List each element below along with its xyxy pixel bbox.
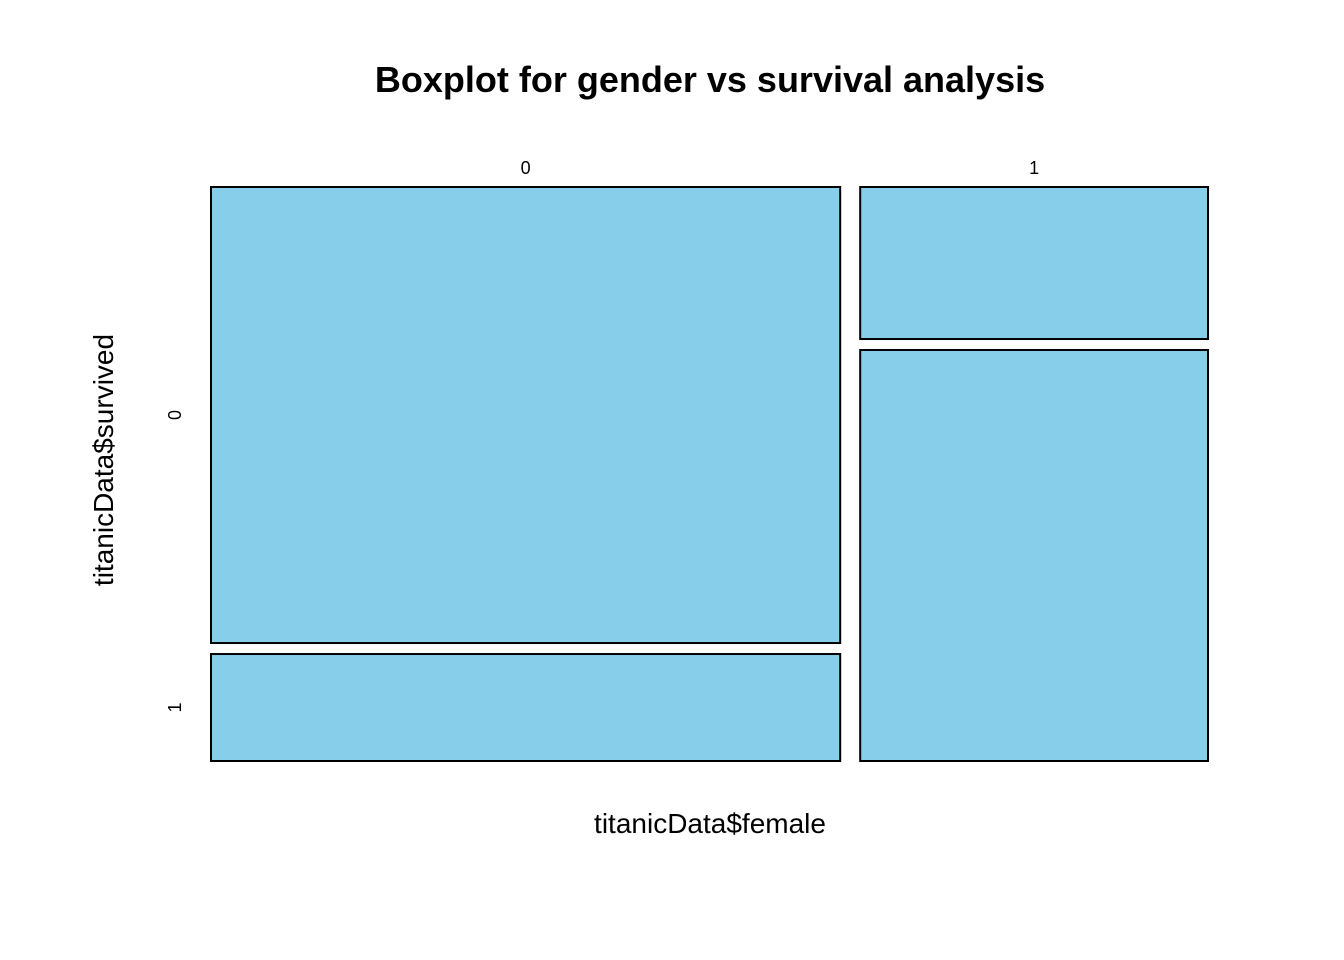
mosaic-tile-female-1-survived-1 [859,349,1209,762]
mosaic-tile-female-0-survived-0 [210,186,842,645]
x-axis-label: titanicData$female [594,808,826,839]
y-tick-label: 0 [165,410,185,420]
mosaic-tile-female-0-survived-1 [210,653,842,763]
x-tick-label: 0 [521,158,531,178]
y-axis-label: titanicData$survived [88,334,119,586]
mosaic-tile-female-1-survived-0 [859,186,1209,341]
y-tick-label: 1 [165,703,185,713]
chart-title: Boxplot for gender vs survival analysis [375,59,1045,100]
mosaic-tiles [210,186,1209,763]
x-tick-label: 1 [1029,158,1039,178]
y-tick-labels: 01 [165,410,185,713]
